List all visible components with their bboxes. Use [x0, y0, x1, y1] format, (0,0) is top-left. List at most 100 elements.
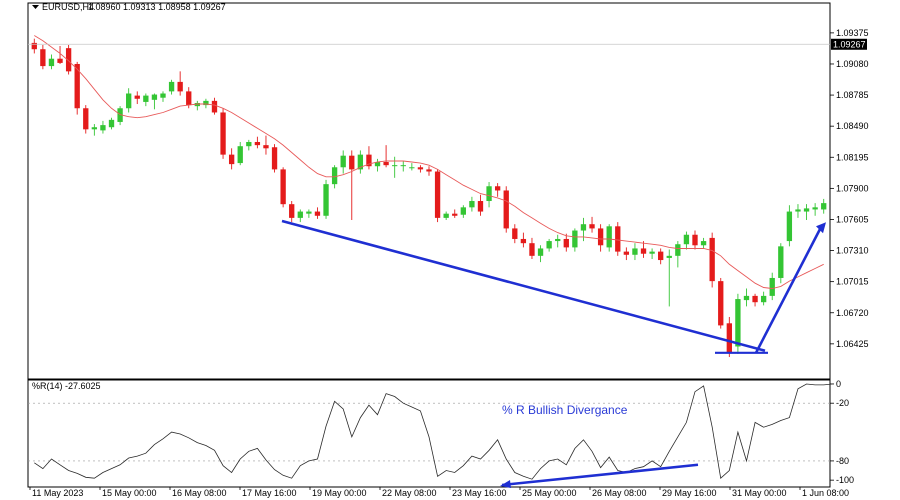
price-tick-label: 1.08785	[836, 90, 869, 100]
candle	[460, 205, 466, 218]
candle-body	[31, 42, 37, 50]
candle-body	[126, 93, 132, 109]
candle-body	[246, 141, 252, 147]
candle	[254, 136, 261, 149]
candle-body	[529, 243, 535, 256]
candle	[452, 209, 458, 218]
candle-body	[349, 155, 355, 170]
candle-body	[597, 228, 604, 246]
wpr-line	[34, 383, 833, 480]
candle-body	[426, 169, 432, 172]
candle-body	[640, 248, 647, 254]
candle	[443, 211, 449, 220]
price-tick-label: 1.07900	[836, 183, 869, 193]
candle	[271, 144, 278, 173]
candle	[700, 237, 707, 249]
price-tick-label: 1.06425	[836, 339, 869, 349]
candle-body	[726, 323, 732, 353]
candle	[383, 145, 389, 168]
candle-body	[323, 184, 329, 216]
candle-body	[409, 167, 415, 169]
candle	[374, 158, 381, 172]
candle	[220, 108, 226, 159]
time-tick-label: 26 May 08:00	[592, 488, 647, 498]
candle-body	[237, 146, 243, 164]
candle	[692, 230, 698, 250]
time-axis: 11 May 2023 15 May 00:00 16 May 08:00 17 Ma…	[29, 487, 849, 498]
time-tick-label: 16 May 08:00	[172, 488, 227, 498]
divergence-annotation: % R Bullish Divergance	[502, 403, 628, 417]
time-tick-label: 29 May 16:00	[662, 488, 717, 498]
candle	[520, 232, 527, 248]
candle	[795, 204, 801, 218]
candle	[606, 224, 612, 252]
candle-body	[786, 211, 793, 242]
candle	[786, 205, 793, 247]
candle-body	[778, 246, 784, 278]
candle-body	[537, 248, 544, 256]
wpr-axis: 0 -20 -80 -100	[830, 379, 854, 485]
price-tick-label: 1.08195	[836, 152, 869, 162]
candle-body	[580, 224, 587, 231]
candle-body	[108, 119, 115, 128]
price-tick-label: 1.07605	[836, 214, 869, 224]
candle	[769, 272, 775, 301]
candle-body	[658, 251, 664, 261]
candle-body	[40, 49, 46, 67]
candle-body	[709, 237, 715, 282]
uptrend-line	[754, 224, 824, 354]
candle-body	[572, 230, 578, 248]
candle	[289, 201, 295, 223]
candle-body	[340, 155, 346, 168]
candle-body	[718, 281, 724, 326]
candle-body	[194, 102, 200, 107]
candle	[658, 248, 664, 265]
candle	[486, 182, 492, 208]
downtrend-line	[281, 219, 766, 352]
candle-body	[623, 251, 630, 255]
wpr-tick-label: -80	[836, 456, 849, 466]
wpr-levels	[28, 402, 830, 462]
candle-body	[452, 213, 458, 216]
candle-body	[760, 295, 767, 303]
candle	[580, 217, 587, 242]
candle-body	[392, 165, 398, 167]
candle-body	[417, 167, 424, 170]
candle-body	[211, 100, 218, 113]
menu-triangle-icon[interactable]	[32, 5, 39, 9]
candle	[392, 156, 398, 178]
wpr-tick-label: -100	[836, 475, 854, 485]
symbol-label: EURUSD,H4	[42, 2, 94, 12]
candle	[546, 238, 552, 252]
candle	[297, 209, 303, 223]
candle	[108, 117, 115, 130]
candle-body	[366, 154, 372, 167]
candle	[821, 198, 827, 214]
time-tick-label: 23 May 16:00	[452, 488, 507, 498]
candle-body	[503, 190, 509, 229]
candle-body	[100, 125, 106, 131]
candle-body	[477, 201, 484, 212]
candle-body	[812, 207, 818, 210]
candle	[529, 237, 535, 259]
candle	[306, 209, 312, 218]
candle-body	[632, 248, 638, 255]
candle	[555, 234, 561, 248]
candle	[683, 231, 690, 250]
candle	[263, 135, 269, 155]
candle	[469, 196, 475, 212]
price-tick-label: 1.06720	[836, 308, 869, 318]
candle	[649, 248, 655, 259]
candle	[340, 150, 346, 174]
candle-body	[383, 162, 389, 166]
candle-body	[692, 234, 698, 246]
candle	[203, 98, 209, 109]
candle-body	[520, 238, 527, 244]
candle	[40, 45, 46, 70]
arrow-head-icon	[816, 222, 826, 234]
candle-body	[143, 95, 149, 102]
candle-body	[683, 234, 690, 245]
candle	[752, 293, 758, 307]
candle	[143, 93, 149, 107]
